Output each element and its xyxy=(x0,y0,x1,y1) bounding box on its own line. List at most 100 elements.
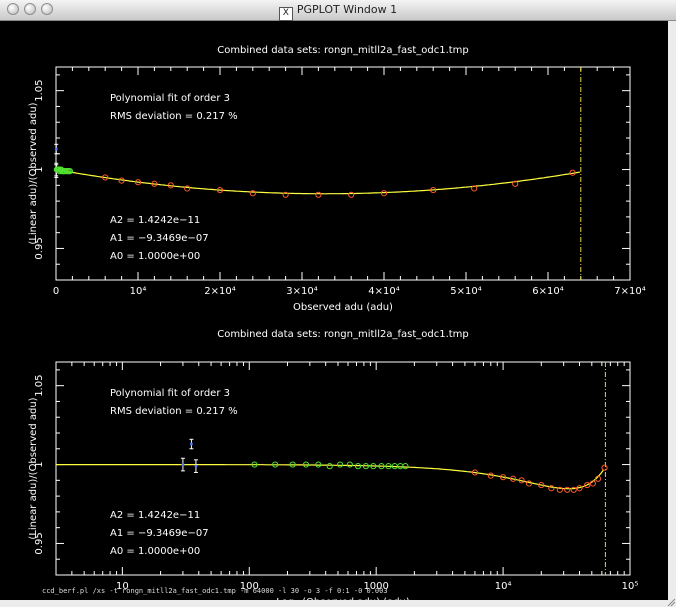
data-point xyxy=(216,186,224,194)
data-point xyxy=(570,486,577,493)
x-tick-label: 6×10⁴ xyxy=(532,286,563,297)
coef-a1-text: A1 = −9.3469e−07 xyxy=(110,233,209,244)
zoom-button[interactable] xyxy=(41,3,53,15)
plot-canvas: Combined data sets: rongn_mitll2a_fast_o… xyxy=(28,45,646,600)
data-point xyxy=(315,461,322,468)
x-tick-label: 0 xyxy=(53,286,59,297)
data-point xyxy=(402,463,409,470)
fit-order-text: Polynomial fit of order 3 xyxy=(110,93,230,104)
data-point xyxy=(538,481,545,489)
plot-area: Combined data sets: rongn_mitll2a_fast_o… xyxy=(0,21,668,600)
y-axis-label: (Linear adu)/(Observed adu) xyxy=(28,102,39,244)
data-point xyxy=(512,180,519,187)
data-point xyxy=(151,180,158,187)
x-tick-label: 3×10⁴ xyxy=(286,286,317,297)
data-point xyxy=(510,475,517,482)
x-tick-label: 5×10⁴ xyxy=(450,286,481,297)
data-point xyxy=(272,461,279,468)
data-point xyxy=(282,191,289,198)
x-axis-label: Observed adu (adu) xyxy=(293,302,393,313)
title-bar[interactable]: X PGPLOT Window 1 xyxy=(0,0,676,21)
data-point xyxy=(601,464,608,471)
data-point xyxy=(348,191,355,198)
data-point xyxy=(471,185,478,192)
data-point xyxy=(564,486,571,493)
x-tick-label: 1000 xyxy=(363,581,388,592)
y-tick-label: 0.95 xyxy=(34,532,45,554)
window-title: PGPLOT Window 1 xyxy=(296,3,398,16)
fit-curve xyxy=(55,169,580,195)
data-point xyxy=(167,182,174,189)
data-point xyxy=(471,469,479,476)
data-point xyxy=(249,190,256,197)
data-point xyxy=(326,463,333,470)
x-tick-label: 10⁴ xyxy=(495,581,512,592)
window-title-container: X PGPLOT Window 1 xyxy=(0,2,676,21)
coef-a1-text: A1 = −9.3469e−07 xyxy=(110,528,209,539)
y-tick-label: 1.05 xyxy=(34,80,45,102)
x-tick-label: 10⁴ xyxy=(130,286,147,297)
x11-icon: X xyxy=(278,7,293,21)
data-point xyxy=(548,485,555,492)
coef-a2-text: A2 = 1.4242e−11 xyxy=(110,510,200,521)
data-point xyxy=(315,191,322,198)
coef-a0-text: A0 = 1.0000e+00 xyxy=(110,251,200,262)
data-point xyxy=(584,481,591,489)
data-point xyxy=(66,168,74,175)
plot-frame xyxy=(55,361,631,576)
fit-order-text: Polynomial fit of order 3 xyxy=(110,388,230,399)
x-tick-label: 10⁵ xyxy=(622,581,639,592)
plot-title: Combined data sets: rongn_mitll2a_fast_o… xyxy=(217,45,469,56)
data-point xyxy=(569,169,576,176)
data-point xyxy=(354,463,362,470)
data-point xyxy=(184,185,191,192)
x-tick-label: 4×10⁴ xyxy=(368,286,399,297)
close-button[interactable] xyxy=(7,3,19,15)
data-point xyxy=(594,475,602,482)
data-point xyxy=(499,474,507,481)
fit-curve xyxy=(56,464,605,490)
y-tick-label: 1 xyxy=(34,461,45,467)
data-point xyxy=(102,174,109,181)
data-point xyxy=(487,472,494,479)
rms-text: RMS deviation = 0.217 % xyxy=(110,111,238,122)
data-point xyxy=(302,461,310,468)
x-tick-label: 10 xyxy=(116,581,129,592)
data-point xyxy=(370,463,377,470)
data-point xyxy=(194,464,198,468)
y-tick-label: 0.95 xyxy=(34,237,45,259)
data-point xyxy=(385,463,392,470)
data-point xyxy=(337,461,344,468)
data-point xyxy=(380,190,388,197)
x-tick-label: 7×10⁴ xyxy=(614,286,645,297)
data-point xyxy=(589,480,596,487)
data-point xyxy=(378,463,385,470)
y-tick-label: 1 xyxy=(34,166,45,172)
coef-a2-text: A2 = 1.4242e−11 xyxy=(110,215,200,226)
command-line-text: ccd_berf.pl /xs -t rongn_mitll2a_fast_od… xyxy=(42,587,388,595)
data-point xyxy=(134,179,142,186)
y-tick-label: 1.05 xyxy=(34,375,45,397)
data-point xyxy=(518,477,525,484)
minimize-button[interactable] xyxy=(24,3,36,15)
data-point xyxy=(576,485,583,492)
data-point xyxy=(430,186,437,194)
resize-grip-icon[interactable] xyxy=(666,597,676,607)
x-axis-label: Log₁₀(Observed adu) (adu) xyxy=(276,597,410,600)
data-point xyxy=(190,442,193,446)
data-point xyxy=(181,463,185,466)
coef-a0-text: A0 = 1.0000e+00 xyxy=(110,546,200,557)
data-point xyxy=(525,480,533,487)
rms-text: RMS deviation = 0.217 % xyxy=(110,406,238,417)
data-point xyxy=(54,147,58,151)
data-point xyxy=(251,461,258,468)
y-axis-label: (Linear adu)/(Observed adu) xyxy=(28,397,39,539)
plot-title: Combined data sets: rongn_mitll2a_fast_o… xyxy=(217,329,469,340)
data-point xyxy=(118,177,125,184)
data-point xyxy=(362,463,370,470)
x-tick-label: 2×10⁴ xyxy=(204,286,235,297)
data-point xyxy=(289,461,296,468)
x-tick-label: 100 xyxy=(240,581,259,592)
data-point xyxy=(346,461,353,468)
